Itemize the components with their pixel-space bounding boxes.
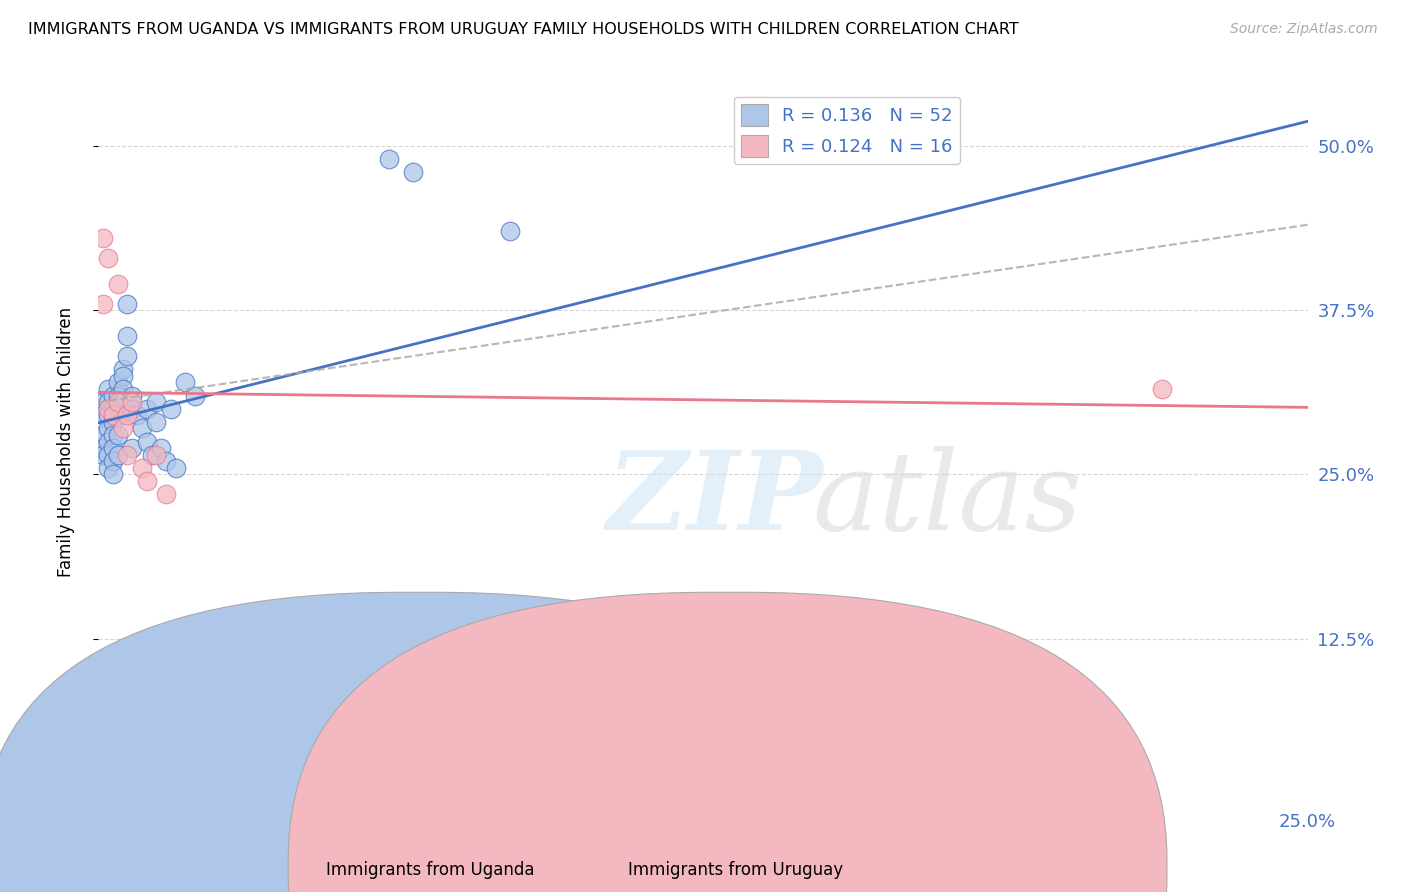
Point <box>135 434 157 449</box>
Point <box>97 382 120 396</box>
Point <box>111 409 134 423</box>
Point <box>498 224 520 238</box>
Point <box>101 454 124 468</box>
Point <box>101 428 124 442</box>
Point <box>111 382 134 396</box>
Point <box>101 388 124 402</box>
Point <box>107 428 129 442</box>
Point <box>402 165 425 179</box>
Point <box>91 231 114 245</box>
Point <box>107 376 129 390</box>
FancyBboxPatch shape <box>288 592 1167 892</box>
Point <box>117 296 139 310</box>
Point <box>107 388 129 402</box>
Point <box>121 388 143 402</box>
Point <box>107 277 129 291</box>
Point <box>91 428 114 442</box>
Point <box>131 421 153 435</box>
Point <box>131 460 153 475</box>
Point <box>97 251 120 265</box>
Point <box>91 448 114 462</box>
Point <box>117 448 139 462</box>
Point <box>121 441 143 455</box>
Point <box>121 395 143 409</box>
Point <box>135 401 157 416</box>
Point <box>97 421 120 435</box>
Point <box>97 409 120 423</box>
Point <box>97 395 120 409</box>
Point <box>155 454 177 468</box>
Point <box>111 395 134 409</box>
Point <box>97 401 120 416</box>
Point <box>101 415 124 429</box>
Point <box>111 368 134 383</box>
Point <box>101 401 124 416</box>
Point <box>450 710 472 724</box>
Point <box>141 448 163 462</box>
Text: ZIP: ZIP <box>606 446 823 553</box>
Point <box>1152 382 1174 396</box>
Point <box>127 409 149 423</box>
Text: Immigrants from Uganda: Immigrants from Uganda <box>326 861 534 879</box>
Point <box>117 409 139 423</box>
Point <box>135 474 157 488</box>
Point <box>160 401 183 416</box>
Point <box>101 409 124 423</box>
Point <box>145 415 167 429</box>
Point <box>165 460 187 475</box>
Point <box>97 460 120 475</box>
Point <box>97 448 120 462</box>
Point <box>107 395 129 409</box>
FancyBboxPatch shape <box>0 592 858 892</box>
Point <box>121 401 143 416</box>
Point <box>117 329 139 343</box>
Point <box>91 296 114 310</box>
Text: IMMIGRANTS FROM UGANDA VS IMMIGRANTS FROM URUGUAY FAMILY HOUSEHOLDS WITH CHILDRE: IMMIGRANTS FROM UGANDA VS IMMIGRANTS FRO… <box>28 22 1019 37</box>
Y-axis label: Family Households with Children: Family Households with Children <box>56 307 75 576</box>
Point <box>155 487 177 501</box>
Legend: R = 0.136   N = 52, R = 0.124   N = 16: R = 0.136 N = 52, R = 0.124 N = 16 <box>734 96 960 164</box>
Point <box>117 349 139 363</box>
Point <box>91 395 114 409</box>
Point <box>174 376 197 390</box>
Point <box>111 421 134 435</box>
Point <box>101 467 124 482</box>
Point <box>145 395 167 409</box>
Text: Immigrants from Uruguay: Immigrants from Uruguay <box>628 861 844 879</box>
Point <box>91 441 114 455</box>
Point <box>111 362 134 376</box>
Point <box>101 441 124 455</box>
Point <box>184 388 207 402</box>
Point <box>377 152 399 166</box>
Point <box>107 401 129 416</box>
Text: atlas: atlas <box>811 446 1081 553</box>
Text: Source: ZipAtlas.com: Source: ZipAtlas.com <box>1230 22 1378 37</box>
Point <box>145 448 167 462</box>
Point <box>150 441 173 455</box>
Point <box>97 434 120 449</box>
Point <box>91 409 114 423</box>
Point <box>107 448 129 462</box>
